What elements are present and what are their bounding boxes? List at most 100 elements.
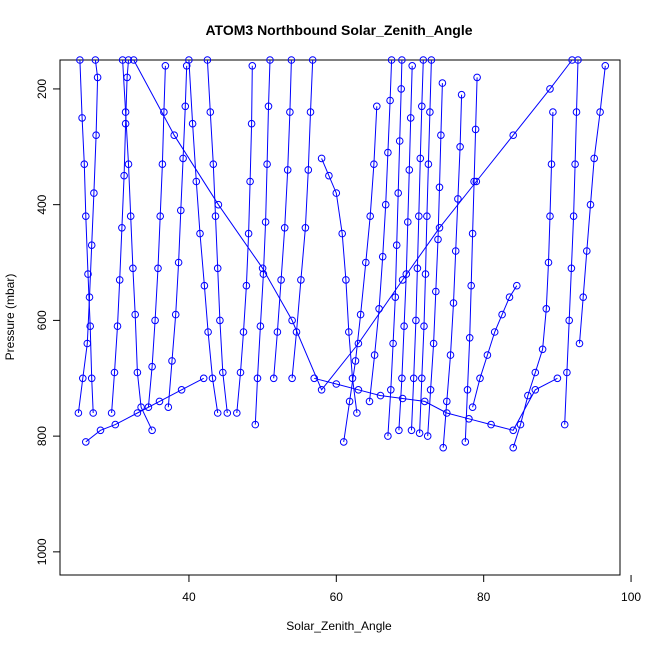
data-point xyxy=(353,409,361,417)
data-point xyxy=(412,316,420,325)
data-point xyxy=(161,62,170,70)
data-point xyxy=(211,212,220,220)
data-point xyxy=(389,339,397,348)
series-3 xyxy=(107,56,133,417)
data-point xyxy=(456,143,464,151)
data-point xyxy=(420,322,428,331)
data-point xyxy=(451,247,460,255)
data-point xyxy=(542,305,551,313)
data-point xyxy=(292,328,301,336)
data-point xyxy=(546,85,554,93)
data-point xyxy=(381,200,390,209)
series-line xyxy=(254,59,271,425)
data-point xyxy=(463,386,472,394)
data-point xyxy=(575,339,584,348)
series-line xyxy=(472,285,518,408)
data-point xyxy=(179,154,187,163)
data-point xyxy=(308,56,317,64)
data-point xyxy=(209,160,218,168)
data-point xyxy=(168,357,176,365)
data-point xyxy=(164,403,173,412)
series-line xyxy=(133,59,573,391)
data-point xyxy=(74,409,83,417)
data-point xyxy=(424,160,433,168)
data-point xyxy=(301,224,310,232)
data-point xyxy=(398,276,407,284)
data-point xyxy=(310,374,319,383)
data-point xyxy=(505,293,514,302)
data-point xyxy=(246,177,254,186)
series-line xyxy=(273,59,292,379)
data-point xyxy=(549,108,557,116)
series-line xyxy=(206,59,228,414)
data-point xyxy=(446,351,455,359)
data-point xyxy=(174,258,183,267)
data-point xyxy=(280,224,289,232)
data-point xyxy=(596,108,604,116)
data-point xyxy=(111,420,120,429)
series-line xyxy=(579,65,606,344)
series-25 xyxy=(560,56,582,429)
data-point xyxy=(423,212,431,220)
data-point xyxy=(351,357,360,365)
data-point xyxy=(317,154,326,163)
data-point xyxy=(78,114,86,122)
data-point xyxy=(391,293,400,302)
data-point xyxy=(420,397,429,406)
data-point xyxy=(90,189,98,197)
data-point xyxy=(118,224,126,232)
x-tick-label: 100 xyxy=(621,590,641,604)
data-point xyxy=(332,189,341,197)
data-point xyxy=(498,310,506,319)
data-point xyxy=(87,374,96,383)
data-point xyxy=(404,218,412,226)
data-point xyxy=(213,264,222,273)
data-point xyxy=(567,264,576,273)
data-point xyxy=(93,73,102,82)
data-point xyxy=(264,102,273,111)
data-point xyxy=(579,293,588,302)
data-point xyxy=(418,374,426,383)
data-point xyxy=(251,420,260,429)
data-point xyxy=(457,90,466,99)
data-point xyxy=(253,374,262,383)
series-23 xyxy=(468,281,521,412)
data-point xyxy=(544,258,553,267)
data-point xyxy=(133,368,142,377)
data-point xyxy=(590,154,599,163)
data-point xyxy=(465,334,474,342)
data-point xyxy=(306,108,315,116)
data-point xyxy=(345,328,353,336)
series-line xyxy=(85,377,204,443)
data-point xyxy=(490,328,499,336)
series-line xyxy=(564,59,579,425)
data-point xyxy=(467,281,476,290)
data-point xyxy=(206,108,215,116)
y-axis-label: Pressure (mbar) xyxy=(3,274,17,361)
data-point xyxy=(121,108,130,116)
data-point xyxy=(342,276,350,284)
data-point xyxy=(439,443,448,452)
data-point xyxy=(376,391,385,400)
data-point xyxy=(572,108,581,116)
data-point xyxy=(574,56,582,64)
series-29 xyxy=(310,374,562,435)
data-point xyxy=(129,264,137,273)
series-line xyxy=(314,377,558,431)
data-point xyxy=(242,281,251,290)
data-point xyxy=(583,247,591,255)
data-point xyxy=(419,56,428,64)
data-point xyxy=(89,409,97,417)
data-point xyxy=(107,409,116,417)
data-point xyxy=(317,386,326,394)
series-line xyxy=(343,106,378,442)
series-26 xyxy=(575,62,610,348)
data-point xyxy=(248,62,257,70)
data-point xyxy=(233,409,241,417)
data-point xyxy=(516,420,525,429)
series-line xyxy=(387,59,403,437)
series-line xyxy=(419,59,432,434)
chart-title: ATOM3 Northbound Solar_Zenith_Angle xyxy=(205,22,472,38)
data-point xyxy=(266,56,274,64)
data-point xyxy=(394,189,403,197)
